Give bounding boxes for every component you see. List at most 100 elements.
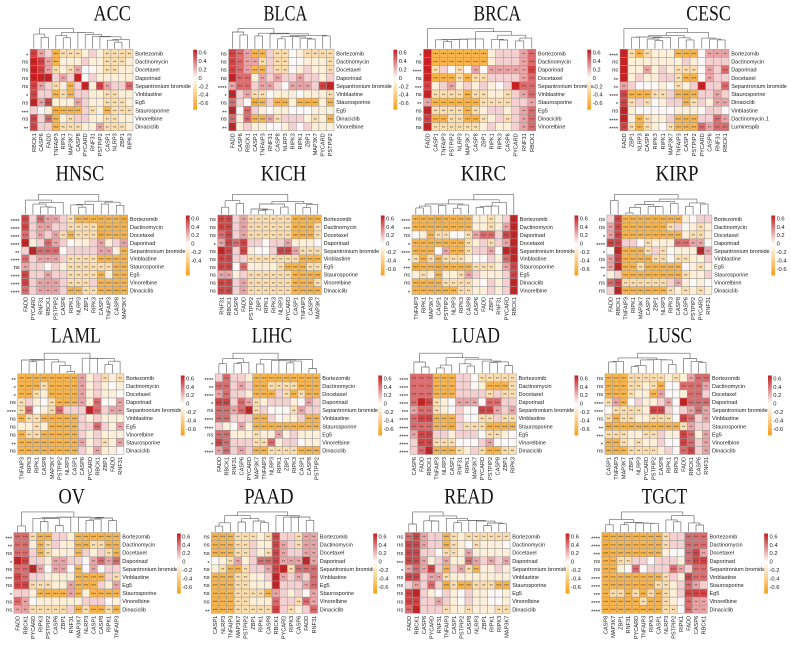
svg-text:**: ** xyxy=(39,84,43,89)
svg-text:RBCK1: RBCK1 xyxy=(512,297,518,316)
svg-text:Staurosporine: Staurosporine xyxy=(324,273,358,279)
svg-text:**: ** xyxy=(69,117,73,122)
svg-text:**: ** xyxy=(92,225,96,230)
svg-text:***: *** xyxy=(293,217,298,222)
svg-text:***: *** xyxy=(406,575,411,580)
svg-text:***: *** xyxy=(76,591,81,596)
svg-text:***: *** xyxy=(681,441,686,446)
svg-text:ns: ns xyxy=(221,76,227,82)
svg-text:**: ** xyxy=(637,408,641,413)
svg-text:Vinblastine: Vinblastine xyxy=(731,108,758,114)
svg-text:***: *** xyxy=(676,117,681,122)
svg-text:**: ** xyxy=(412,433,416,438)
svg-text:CASP1: CASP1 xyxy=(452,616,458,634)
svg-text:****: **** xyxy=(609,127,619,133)
svg-text:***: *** xyxy=(621,76,626,81)
svg-text:***: *** xyxy=(606,376,611,381)
svg-text:***: *** xyxy=(216,408,221,413)
svg-text:**: ** xyxy=(69,225,73,230)
svg-text:***: *** xyxy=(637,92,642,97)
svg-text:**: ** xyxy=(522,60,526,65)
svg-text:***: *** xyxy=(114,289,119,294)
svg-text:***: *** xyxy=(686,559,691,564)
svg-text:****: **** xyxy=(591,585,601,591)
svg-text:**: ** xyxy=(84,607,88,612)
svg-text:**: ** xyxy=(236,599,240,604)
svg-text:CASP8: CASP8 xyxy=(659,457,665,475)
svg-text:**: ** xyxy=(77,233,81,238)
svg-text:RNF31: RNF31 xyxy=(69,616,75,634)
svg-text:***: *** xyxy=(638,249,643,254)
svg-text:***: *** xyxy=(224,384,229,389)
svg-text:**: ** xyxy=(272,257,276,262)
svg-text:***: *** xyxy=(235,567,240,572)
svg-text:0.2: 0.2 xyxy=(191,233,199,239)
svg-text:MAP3K7: MAP3K7 xyxy=(466,133,472,155)
svg-text:***: *** xyxy=(511,241,516,246)
svg-text:***: *** xyxy=(314,376,319,381)
svg-text:LUAD: LUAD xyxy=(452,322,500,347)
svg-text:ns: ns xyxy=(594,559,600,565)
svg-text:RIPK3: RIPK3 xyxy=(271,297,277,313)
svg-text:**: ** xyxy=(39,281,43,286)
svg-text:***: *** xyxy=(261,416,266,421)
svg-text:0: 0 xyxy=(191,242,194,248)
svg-text:ns: ns xyxy=(597,392,603,398)
svg-text:**: ** xyxy=(113,60,117,65)
svg-text:PSTPIP2: PSTPIP2 xyxy=(671,616,677,639)
svg-text:**: ** xyxy=(639,281,643,286)
svg-text:ns: ns xyxy=(10,400,16,406)
svg-text:Sepantronium bromide: Sepantronium bromide xyxy=(731,84,787,90)
svg-text:CESC: CESC xyxy=(686,1,731,26)
svg-text:*: * xyxy=(616,102,619,108)
svg-text:Vinblastine: Vinblastine xyxy=(135,92,162,98)
svg-text:**: ** xyxy=(480,416,484,421)
svg-text:***: *** xyxy=(284,424,289,429)
svg-text:***: *** xyxy=(659,408,664,413)
svg-text:**: ** xyxy=(412,408,416,413)
svg-text:**: ** xyxy=(458,109,462,114)
svg-text:**: ** xyxy=(46,281,50,286)
svg-text:Bortezomib: Bortezomib xyxy=(322,376,350,382)
svg-text:**: ** xyxy=(488,416,492,421)
svg-text:RNF31: RNF31 xyxy=(715,133,721,151)
svg-text:**: ** xyxy=(249,233,253,238)
svg-text:**: ** xyxy=(236,591,240,596)
svg-text:***: *** xyxy=(314,392,319,397)
svg-text:**: ** xyxy=(39,51,43,56)
svg-text:***: *** xyxy=(106,535,111,540)
svg-text:***: *** xyxy=(481,233,486,238)
svg-text:****: **** xyxy=(591,537,601,543)
svg-text:***: *** xyxy=(683,241,688,246)
svg-text:**: ** xyxy=(298,76,302,81)
svg-text:Dactinomycin: Dactinomycin xyxy=(520,225,553,231)
svg-text:***: *** xyxy=(291,392,296,397)
svg-text:ZBP1: ZBP1 xyxy=(84,297,90,311)
svg-text:***: *** xyxy=(671,567,676,572)
svg-text:***: *** xyxy=(411,392,416,397)
svg-text:**: ** xyxy=(614,86,619,92)
svg-text:****: **** xyxy=(401,251,411,257)
svg-text:**: ** xyxy=(294,249,298,254)
svg-text:**: ** xyxy=(452,543,456,548)
svg-text:ns: ns xyxy=(210,289,216,295)
svg-text:***: *** xyxy=(260,51,265,56)
svg-text:***: *** xyxy=(402,410,410,416)
svg-text:***: *** xyxy=(230,92,235,97)
svg-text:***: *** xyxy=(228,551,233,556)
svg-text:0.4: 0.4 xyxy=(199,59,208,65)
svg-text:***: *** xyxy=(436,265,441,270)
svg-text:***: *** xyxy=(46,241,51,246)
svg-text:****: **** xyxy=(594,402,604,408)
svg-text:****: **** xyxy=(399,434,409,440)
svg-text:***: *** xyxy=(64,424,69,429)
svg-text:RNF31: RNF31 xyxy=(704,457,710,475)
svg-text:***: *** xyxy=(444,567,449,572)
svg-text:NLRP3: NLRP3 xyxy=(113,133,119,151)
svg-text:**: ** xyxy=(257,273,261,278)
svg-text:**: ** xyxy=(458,400,462,405)
svg-text:**: ** xyxy=(31,607,35,612)
svg-text:**: ** xyxy=(316,249,320,254)
svg-text:***: *** xyxy=(608,241,613,246)
svg-text:**: ** xyxy=(77,281,81,286)
